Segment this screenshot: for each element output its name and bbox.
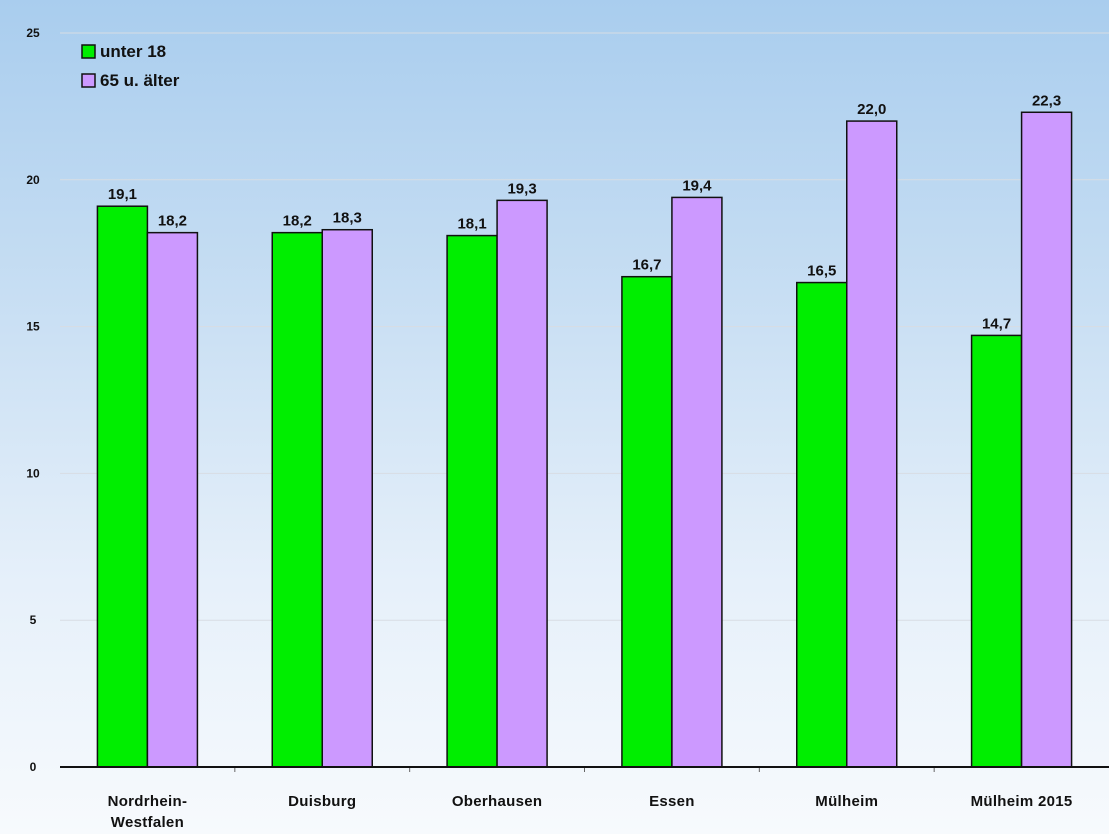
bar-value-label: 19,4 (682, 177, 712, 194)
bar-value-label: 19,3 (507, 180, 536, 197)
category-label: Duisburg (288, 793, 356, 810)
gridlines (60, 32, 1109, 621)
legend: unter 18 65 u. älter (81, 42, 180, 90)
category-label: Mülheim 2015 (971, 793, 1073, 810)
y-tick-label: 0 (30, 760, 37, 774)
category-label: Nordrhein- (108, 793, 188, 810)
bar (1020, 111, 1073, 768)
y-tick-label: 20 (26, 173, 40, 187)
category-label: Mülheim (815, 793, 878, 810)
category-label: Westfalen (111, 814, 184, 831)
y-tick-label: 15 (26, 320, 40, 334)
y-tick-label: 5 (30, 613, 37, 627)
legend-label: unter 18 (100, 42, 166, 61)
bar (671, 196, 723, 768)
bar-value-label: 18,1 (457, 216, 486, 233)
bar (321, 228, 373, 768)
bar (970, 334, 1023, 768)
y-tick-label: 10 (26, 466, 40, 480)
x-axis (60, 766, 1109, 772)
bar-value-label: 16,7 (632, 257, 661, 274)
bar-value-label: 18,2 (283, 213, 312, 230)
bar (96, 205, 149, 768)
category-label: Oberhausen (452, 793, 543, 810)
legend-swatch (81, 73, 96, 88)
bar-value-label: 18,3 (333, 210, 362, 227)
bar-value-label: 22,0 (857, 101, 886, 118)
y-axis-tick-labels: 0 5 10 15 20 25 (26, 26, 40, 774)
bar (146, 231, 199, 768)
bar-value-label: 14,7 (982, 315, 1011, 332)
bar (496, 199, 548, 768)
bar (796, 281, 848, 768)
bar-value-label: 18,2 (158, 213, 187, 230)
x-axis-category-labels: Nordrhein- Westfalen Duisburg Oberhausen Ess… (108, 793, 1073, 831)
y-tick-label: 25 (26, 26, 40, 40)
legend-swatch (81, 44, 96, 59)
bar-value-label: 19,1 (108, 186, 137, 203)
bars (96, 111, 1073, 768)
bar (271, 231, 323, 768)
category-label: Essen (649, 793, 695, 810)
bar-value-label: 16,5 (807, 263, 836, 280)
legend-label: 65 u. älter (100, 71, 180, 90)
bar-value-label: 22,3 (1032, 92, 1061, 109)
bar (446, 234, 498, 768)
value-labels: 19,1 18,2 18,2 18,3 18,1 19,3 16,7 19,4 16,5 22,0… (108, 92, 1061, 332)
bar (621, 275, 673, 768)
bar (846, 120, 898, 768)
